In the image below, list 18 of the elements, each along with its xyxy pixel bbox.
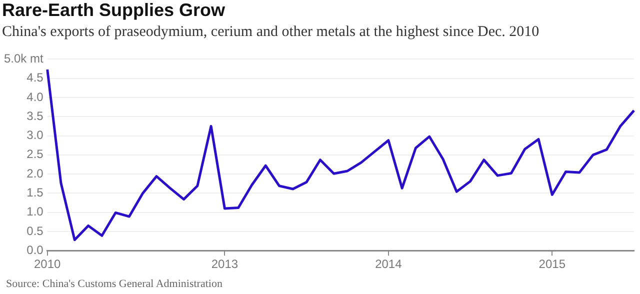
x-tick-label: 2010: [34, 257, 62, 272]
y-tick-label: 4.0: [26, 90, 44, 104]
y-tick-label: 2.0: [26, 166, 44, 180]
y-tick-label: 2.5: [26, 147, 44, 162]
x-tick-label: 2013: [211, 257, 238, 272]
source-note: Source: China's Customs General Administration: [6, 278, 222, 290]
y-tick-label: 3.5: [26, 108, 44, 123]
chart-title: Rare-Earth Supplies Grow: [2, 0, 226, 21]
y-tick-label: 1.0: [26, 204, 44, 219]
y-tick-label: 0.0: [26, 242, 44, 257]
x-tick-label: 2015: [538, 257, 566, 272]
y-tick-label: 1.5: [26, 185, 44, 200]
y-tick-label: 0.5: [26, 224, 44, 238]
y-tick-label: 5.0k mt: [4, 52, 44, 66]
y-tick-label: 4.5: [26, 70, 44, 85]
chart-subtitle: China's exports of praseodymium, cerium and other metals at the highest since Dec. 2010: [2, 24, 540, 41]
y-tick-label: 3.0: [26, 128, 44, 142]
x-tick-label: 2014: [375, 257, 402, 272]
